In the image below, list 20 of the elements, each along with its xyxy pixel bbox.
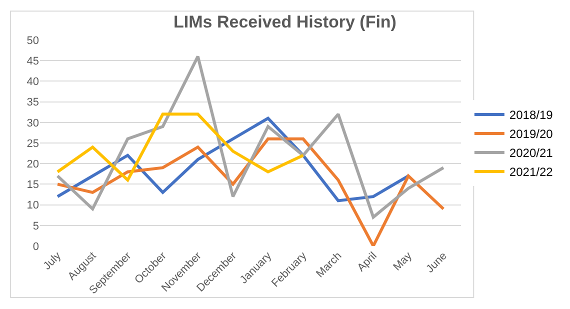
chart-title: LIMs Received History (Fin) xyxy=(174,12,396,32)
legend-label: 2020/21 xyxy=(509,146,554,160)
y-tick-label: 40 xyxy=(26,76,39,88)
line-series xyxy=(56,54,445,219)
legend-label: 2018/19 xyxy=(509,108,554,122)
y-tick-label: 20 xyxy=(26,158,39,170)
y-tick-label: 30 xyxy=(26,117,39,130)
y-tick-label: 50 xyxy=(26,34,39,47)
y-tick-label: 10 xyxy=(26,200,39,212)
line-series xyxy=(56,112,305,182)
legend-label: 2019/20 xyxy=(509,127,554,142)
x-tick-label: May xyxy=(391,250,415,274)
legend-label: 2021/22 xyxy=(509,165,554,180)
y-tick-label: 25 xyxy=(26,138,39,150)
y-tick-label: 0 xyxy=(32,240,39,253)
y-tick-label: 15 xyxy=(26,179,39,192)
x-tick-label: July xyxy=(41,250,64,272)
y-tick-label: 45 xyxy=(26,55,39,68)
y-tick-label: 5 xyxy=(32,220,39,232)
y-tick-label: 35 xyxy=(26,96,39,109)
